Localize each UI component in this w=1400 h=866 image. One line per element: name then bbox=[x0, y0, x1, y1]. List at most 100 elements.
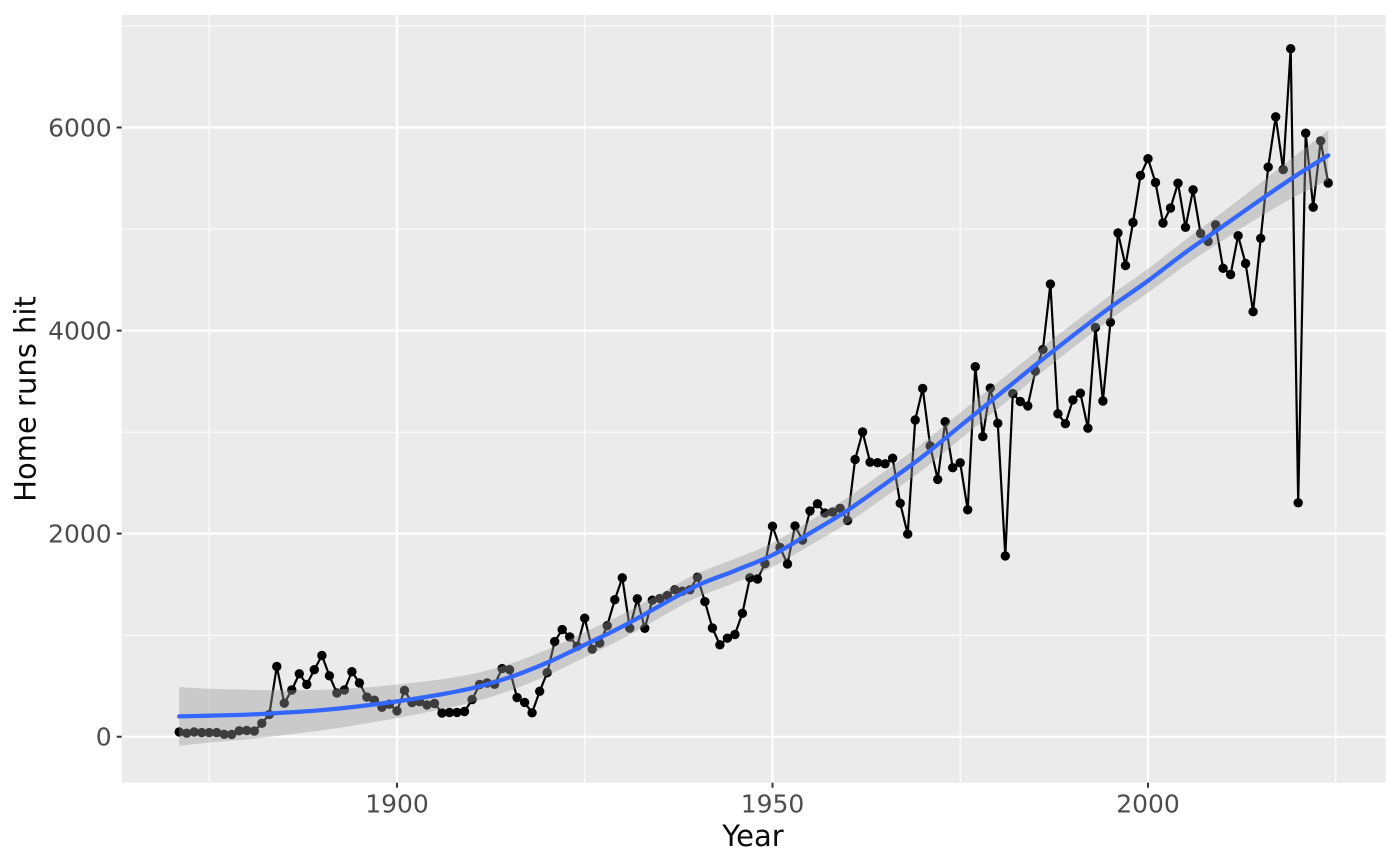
data-point bbox=[850, 454, 860, 465]
data-point bbox=[820, 508, 830, 518]
data-point bbox=[857, 427, 868, 437]
data-point bbox=[737, 608, 748, 618]
data-point bbox=[970, 362, 980, 372]
data-point bbox=[872, 458, 883, 468]
data-point bbox=[940, 417, 950, 427]
x-tick-label: 2000 bbox=[1116, 790, 1180, 819]
data-point bbox=[887, 453, 898, 463]
data-point bbox=[1195, 228, 1206, 239]
data-point bbox=[655, 593, 665, 604]
data-point bbox=[1098, 396, 1108, 406]
smooth-trend-line bbox=[177, 153, 1331, 719]
panel-background bbox=[121, 15, 1386, 783]
data-point bbox=[535, 686, 545, 696]
data-point bbox=[444, 707, 455, 718]
data-point bbox=[1248, 307, 1258, 317]
data-point bbox=[257, 718, 267, 728]
data-point bbox=[1120, 260, 1131, 271]
data-point bbox=[1135, 170, 1146, 181]
data-point bbox=[790, 521, 800, 531]
y-tick-label: 2000 bbox=[48, 520, 112, 549]
data-point bbox=[212, 727, 222, 738]
data-point bbox=[835, 503, 845, 513]
data-point bbox=[610, 595, 620, 605]
y-axis-title: Home runs hit bbox=[8, 296, 43, 502]
data-point bbox=[715, 640, 725, 650]
y-tick-label: 4000 bbox=[48, 317, 112, 346]
data-point bbox=[497, 663, 507, 674]
data-point bbox=[287, 685, 297, 695]
data-point bbox=[978, 431, 988, 442]
data-point bbox=[1068, 395, 1078, 405]
data-point bbox=[1060, 419, 1071, 429]
data-point bbox=[1083, 423, 1093, 433]
data-point bbox=[1278, 164, 1288, 175]
data-point bbox=[565, 632, 575, 642]
data-point bbox=[557, 624, 567, 635]
data-point bbox=[1000, 551, 1010, 561]
data-point bbox=[399, 685, 410, 696]
data-point bbox=[437, 708, 447, 718]
data-point bbox=[429, 698, 440, 709]
data-point bbox=[459, 706, 470, 717]
y-tick-label: 6000 bbox=[48, 114, 112, 143]
data-point bbox=[309, 665, 319, 675]
data-point bbox=[1240, 258, 1251, 269]
data-point bbox=[1158, 218, 1168, 228]
data-point bbox=[1053, 409, 1063, 419]
data-point bbox=[242, 725, 252, 736]
data-point bbox=[812, 499, 823, 509]
x-tick-label: 1950 bbox=[741, 790, 805, 819]
data-point bbox=[1023, 401, 1033, 411]
y-tick-label: 0 bbox=[96, 723, 112, 752]
data-point bbox=[504, 665, 515, 675]
data-point bbox=[1173, 178, 1183, 188]
data-point bbox=[467, 694, 477, 705]
data-point bbox=[1075, 388, 1086, 398]
data-point bbox=[1308, 202, 1318, 212]
data-point bbox=[1008, 388, 1018, 399]
data-point bbox=[842, 515, 853, 526]
data-point bbox=[519, 697, 530, 708]
data-point bbox=[670, 585, 680, 595]
data-point bbox=[602, 621, 612, 631]
data-point bbox=[512, 692, 522, 703]
data-point bbox=[347, 667, 357, 677]
data-point bbox=[339, 685, 350, 695]
data-point bbox=[227, 729, 237, 740]
data-point bbox=[542, 668, 552, 678]
data-point bbox=[752, 574, 763, 584]
data-point bbox=[1038, 344, 1048, 355]
data-point bbox=[587, 644, 597, 654]
data-point bbox=[174, 727, 184, 737]
data-point bbox=[865, 457, 875, 467]
x-axis-title: Year bbox=[722, 819, 784, 853]
data-point bbox=[362, 692, 372, 702]
data-point bbox=[895, 498, 905, 508]
data-point bbox=[910, 415, 920, 425]
data-point bbox=[1015, 396, 1025, 407]
data-point bbox=[1293, 498, 1303, 508]
data-point bbox=[993, 418, 1003, 428]
data-point bbox=[392, 706, 402, 716]
data-point bbox=[1150, 177, 1161, 188]
x-tick-label: 1900 bbox=[365, 790, 429, 819]
data-point bbox=[324, 671, 335, 681]
data-point bbox=[617, 573, 627, 583]
data-point bbox=[632, 594, 642, 604]
data-point bbox=[580, 613, 590, 623]
data-point bbox=[767, 521, 778, 531]
data-point bbox=[422, 700, 432, 710]
data-point bbox=[918, 383, 928, 394]
data-point bbox=[1143, 154, 1153, 164]
data-point bbox=[955, 458, 965, 468]
data-point bbox=[197, 727, 207, 738]
data-point bbox=[948, 463, 958, 473]
data-point bbox=[294, 669, 304, 679]
data-point bbox=[182, 728, 192, 738]
data-point bbox=[640, 623, 650, 633]
data-point bbox=[1233, 231, 1243, 241]
data-point bbox=[302, 679, 312, 690]
data-point bbox=[1090, 322, 1101, 333]
data-point bbox=[647, 595, 657, 605]
